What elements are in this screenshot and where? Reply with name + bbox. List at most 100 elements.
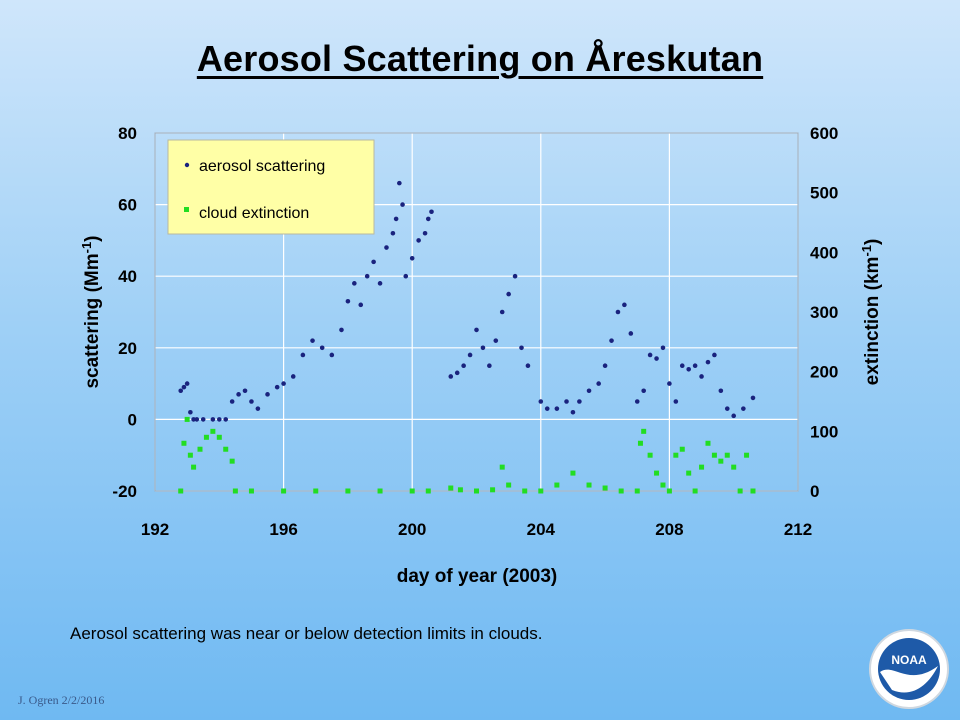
aerosol-point [718,388,724,394]
aerosol-point [480,345,486,351]
cloud-point [731,464,737,470]
aerosol-point [425,216,431,222]
aerosol-point [191,417,196,422]
aerosol-point [422,230,428,236]
aerosol-point [741,406,746,411]
y-left-label-close: ) [82,235,103,241]
cloud-point [554,482,560,488]
y-left-tick-label: -20 [112,482,137,501]
cloud-point [618,488,624,494]
aerosol-point [712,352,717,358]
y-right-tick-label: 400 [810,243,838,262]
aerosol-point [622,302,627,308]
cloud-point [178,488,184,494]
aerosol-point [390,230,396,236]
aerosol-point [217,417,222,422]
cloud-point [197,446,203,452]
cloud-point [711,452,717,458]
cloud-point [409,488,415,494]
y-left-label-text: scattering (Mm [82,253,103,388]
cloud-point [229,458,235,464]
aerosol-point [236,392,241,397]
aerosol-point [493,338,499,343]
cloud-point [692,488,698,494]
aerosol-point [358,302,364,308]
aerosol-point [229,399,235,404]
legend-marker-aerosol [184,162,190,168]
legend-box [167,139,375,235]
aerosol-point [339,327,344,333]
x-tick-label: 212 [784,520,812,539]
aerosol-point [686,366,691,372]
aerosol-point [188,409,193,415]
cloud-point [744,452,750,458]
cloud-point [203,434,209,440]
aerosol-point [499,309,505,315]
aerosol-point [525,363,531,369]
aerosol-point [352,281,357,286]
aerosol-point [731,413,736,419]
cloud-point [538,488,544,494]
y-right-label-sup: -1 [859,245,874,257]
aerosol-point [554,406,560,411]
aerosol-point [602,363,608,369]
aerosol-point [667,381,672,386]
aerosol-point [654,356,659,361]
aerosol-point [181,384,187,390]
aerosol-point [345,298,351,304]
cloud-point [232,488,238,494]
aerosol-point [586,388,592,394]
y-left-tick-label: 60 [118,196,137,215]
aerosol-point [249,399,254,404]
aerosol-point [461,363,466,369]
aerosol-point [178,388,184,394]
aerosol-point [564,399,569,404]
cloud-point [724,452,730,458]
cloud-point [637,440,643,446]
aerosol-point [364,273,370,279]
aerosol-point [705,359,711,365]
aerosol-point [634,399,640,404]
aerosol-point [416,238,421,243]
cloud-point [679,446,685,452]
aerosol-point [570,409,576,415]
aerosol-point [393,216,399,222]
cloud-point [654,470,660,476]
aerosol-point [290,374,296,379]
footer-credit: J. Ogren 2/2/2016 [18,693,105,707]
aerosol-point [641,388,646,394]
series-cloud-extinction [178,416,756,494]
aerosol-point [615,309,621,315]
cloud-point [705,440,711,446]
aerosol-point [371,259,376,265]
aerosol-point [184,381,190,386]
y-left-label-sup: -1 [79,242,94,254]
y-right-tick-label: 100 [810,422,838,441]
aerosol-point [397,180,402,186]
cloud-point [522,488,528,494]
aerosol-point [409,255,415,261]
legend-label-aerosol: aerosol scattering [199,158,325,175]
caption: Aerosol scattering was near or below det… [70,624,543,643]
legend-marker-cloud [184,207,189,212]
y-right-label-close: ) [862,239,883,245]
noaa-logo-text: NOAA [891,653,927,667]
y-right-tick-label: 500 [810,184,838,203]
y-axis-left-title: scattering (Mm-1) [79,235,103,388]
y-left-tick-label: 80 [118,124,137,143]
y-right-tick-label: 600 [810,124,838,143]
cloud-point [210,428,216,434]
x-axis-ticks: 192 196 200 204 208 212 [141,520,812,539]
cloud-point [641,428,647,434]
aerosol-point [329,352,335,358]
aerosol-point [679,363,685,369]
aerosol-point [538,399,544,404]
aerosol-point [724,406,730,411]
aerosol-point [454,370,460,376]
aerosol-point [596,381,601,386]
cloud-point [699,464,705,470]
y-left-tick-label: 40 [118,267,137,286]
cloud-point [673,452,679,458]
aerosol-point [750,395,756,401]
y-axis-right-title: extinction (km-1) [859,239,883,386]
